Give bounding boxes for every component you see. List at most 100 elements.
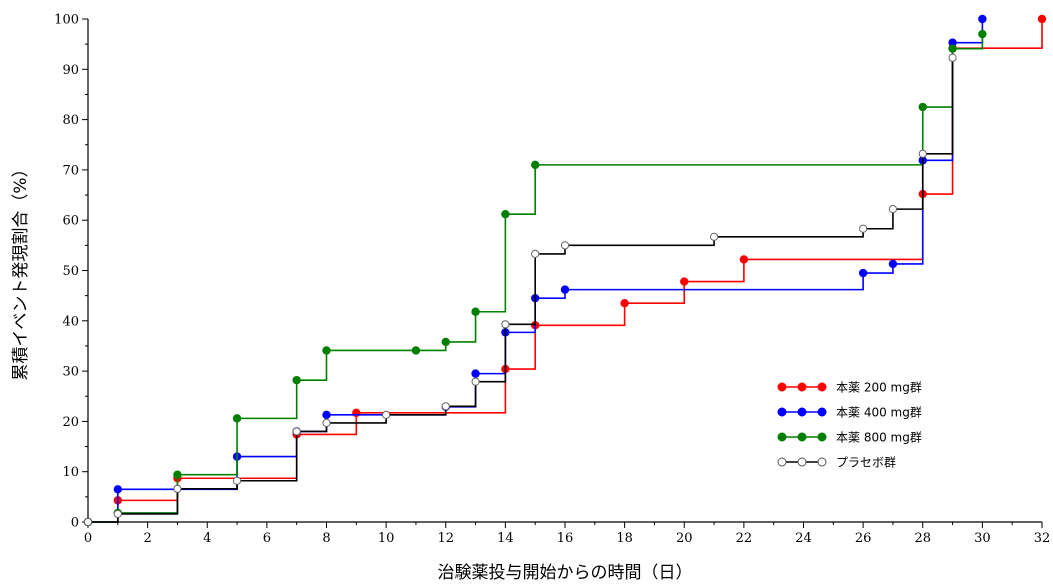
series-point xyxy=(680,277,689,286)
x-tick-label: 18 xyxy=(616,531,633,546)
y-tick-label: 10 xyxy=(62,465,79,480)
x-tick-label: 4 xyxy=(203,531,211,546)
x-tick-label: 24 xyxy=(795,531,812,546)
series-point xyxy=(1037,14,1047,24)
y-tick-label: 80 xyxy=(62,113,79,128)
legend-item: 本薬 200 mg群 xyxy=(777,381,922,395)
x-axis-title: 治験薬投与開始からの時間（日） xyxy=(438,563,693,583)
legend-swatch-marker xyxy=(797,457,807,467)
y-tick-label: 50 xyxy=(62,264,79,279)
series-lines xyxy=(83,14,1047,527)
x-tick-label: 10 xyxy=(378,531,395,546)
legend-swatch-marker xyxy=(797,407,807,417)
series-point xyxy=(918,149,927,158)
legend-item: プラセボ群 xyxy=(777,456,896,470)
y-tick-label: 100 xyxy=(54,13,79,28)
series-point xyxy=(471,307,480,316)
series-point xyxy=(83,517,93,527)
legend-label: プラセボ群 xyxy=(836,456,896,470)
x-tick-label: 2 xyxy=(143,531,151,546)
x-tick-label: 6 xyxy=(263,531,271,546)
series-point xyxy=(441,337,450,347)
y-tick-label: 0 xyxy=(71,516,79,531)
x-tick-label: 16 xyxy=(557,531,574,546)
series-point xyxy=(858,268,868,278)
y-tick-label: 20 xyxy=(62,415,79,430)
x-tick-label: 14 xyxy=(497,531,514,546)
x-tick-label: 22 xyxy=(736,531,753,546)
series-2 xyxy=(83,29,987,527)
series-point xyxy=(232,476,242,485)
series-point xyxy=(292,375,301,385)
legend-swatch-marker xyxy=(777,457,787,467)
series-point xyxy=(173,470,182,479)
x-tick-label: 12 xyxy=(437,531,454,546)
series-point xyxy=(978,14,987,24)
series-point xyxy=(560,285,570,294)
x-tick-label: 0 xyxy=(84,531,92,546)
series-point xyxy=(441,402,450,411)
legend-label: 本薬 200 mg群 xyxy=(836,381,922,395)
series-point xyxy=(948,44,957,53)
legend-swatch-marker xyxy=(817,432,827,442)
series-point xyxy=(530,160,540,170)
series-step-line xyxy=(88,19,1043,523)
series-point xyxy=(411,346,421,355)
series-point xyxy=(888,205,898,214)
series-point xyxy=(382,410,391,419)
y-tick-label: 40 xyxy=(62,314,79,329)
legend-item: 本薬 800 mg群 xyxy=(777,431,922,445)
legend-label: 本薬 800 mg群 xyxy=(836,431,922,445)
legend-swatch-marker xyxy=(777,432,787,442)
series-point xyxy=(978,29,987,39)
y-tick-label: 30 xyxy=(62,365,79,380)
series-point xyxy=(501,320,510,329)
axes: 0 2 4 6 8 10 12 14 16 18 20 22 24 26 28 30 3201020304050… xyxy=(54,13,1050,547)
series-point xyxy=(888,259,898,269)
series-point xyxy=(292,427,301,436)
x-tick-label: 26 xyxy=(855,531,872,546)
y-tick-label: 60 xyxy=(62,214,79,229)
y-axis-title: 累積イベント発現割合（%） xyxy=(11,160,31,380)
series-point xyxy=(560,241,570,250)
legend-swatch-marker xyxy=(817,457,827,467)
series-point xyxy=(113,485,123,494)
series-point xyxy=(531,249,540,259)
legend-label: 本薬 400 mg群 xyxy=(836,406,922,420)
series-point xyxy=(232,414,242,423)
y-tick-label: 70 xyxy=(62,163,79,178)
series-point xyxy=(918,102,927,112)
series-point xyxy=(322,418,331,428)
series-point xyxy=(948,53,957,62)
x-tick-label: 30 xyxy=(974,531,991,546)
x-tick-label: 20 xyxy=(676,531,693,546)
legend-swatch-marker xyxy=(797,382,807,392)
series-point xyxy=(173,484,182,493)
series-step-line xyxy=(88,34,984,523)
series-point xyxy=(739,255,749,264)
legend-swatch-marker xyxy=(817,407,827,417)
series-point xyxy=(471,369,480,378)
series-0 xyxy=(83,14,1047,527)
y-tick-label: 90 xyxy=(62,63,79,78)
legend-swatch-marker xyxy=(817,382,827,392)
legend-swatch-marker xyxy=(777,407,787,417)
series-point xyxy=(471,377,480,386)
x-tick-label: 32 xyxy=(1034,531,1051,546)
series-point xyxy=(501,209,510,219)
series-point xyxy=(322,346,331,355)
series-point xyxy=(620,298,629,308)
legend-swatch-marker xyxy=(777,382,787,392)
legend-swatch-marker xyxy=(797,432,807,442)
x-tick-label: 28 xyxy=(914,531,931,546)
x-tick-label: 8 xyxy=(322,531,330,546)
series-point xyxy=(113,509,122,519)
series-point xyxy=(709,232,719,241)
legend-item: 本薬 400 mg群 xyxy=(777,406,922,420)
series-point xyxy=(859,224,868,233)
series-point xyxy=(322,410,331,420)
series-3 xyxy=(83,53,957,527)
